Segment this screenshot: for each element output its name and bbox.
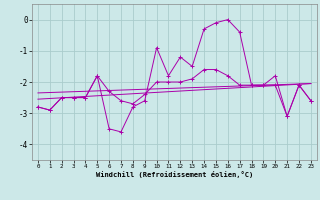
X-axis label: Windchill (Refroidissement éolien,°C): Windchill (Refroidissement éolien,°C) <box>96 171 253 178</box>
